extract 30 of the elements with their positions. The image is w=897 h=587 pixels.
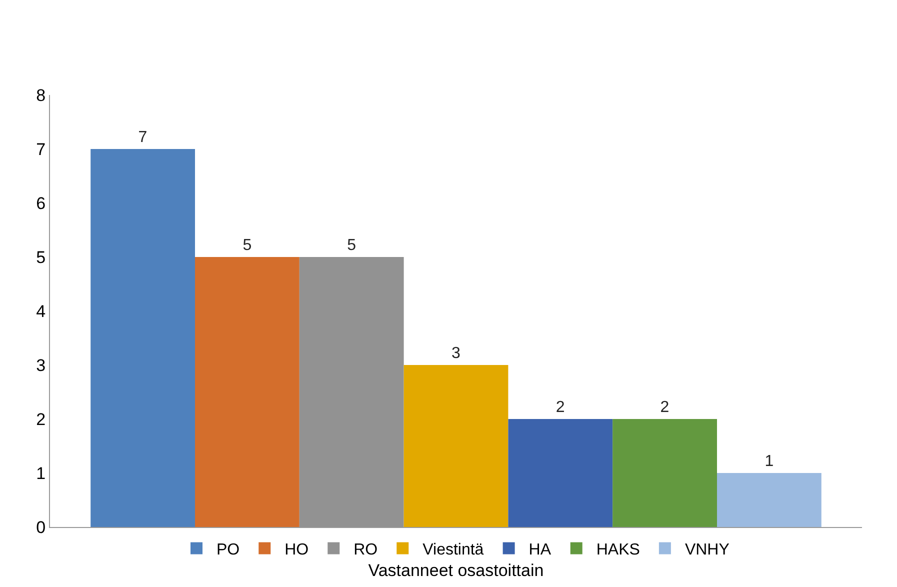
bar	[612, 419, 717, 527]
bar	[508, 419, 613, 527]
y-tick-label: 4	[36, 302, 46, 321]
y-tick-label: 3	[36, 356, 46, 375]
data-label: 3	[452, 345, 460, 362]
bar	[195, 257, 300, 527]
x-axis-title: Vastanneet osastoittain	[368, 560, 544, 580]
legend-label: VNHY	[684, 541, 730, 558]
y-tick-label: 6	[36, 194, 46, 213]
legend-label: RO	[354, 541, 378, 558]
y-tick-label: 7	[36, 140, 46, 159]
legend-label: PO	[216, 541, 240, 558]
data-label: 5	[347, 237, 356, 254]
data-label: 7	[138, 129, 148, 146]
bar	[404, 365, 508, 527]
bar	[90, 149, 195, 527]
legend-label: Viestintä	[422, 541, 484, 558]
data-label: 5	[242, 237, 252, 254]
legend-label: HO	[284, 541, 309, 558]
y-tick-label: 0	[36, 518, 46, 537]
y-tick-label: 2	[36, 410, 46, 429]
bar	[717, 473, 822, 527]
y-tick-label: 1	[36, 464, 46, 483]
data-label: 1	[764, 453, 774, 470]
legend-label: HAKS	[596, 541, 640, 558]
data-label: 2	[660, 399, 670, 416]
y-tick-label: 5	[36, 248, 46, 267]
legend-label: HA	[528, 541, 552, 558]
data-label: 2	[556, 399, 565, 416]
y-tick-label: 8	[36, 86, 46, 105]
